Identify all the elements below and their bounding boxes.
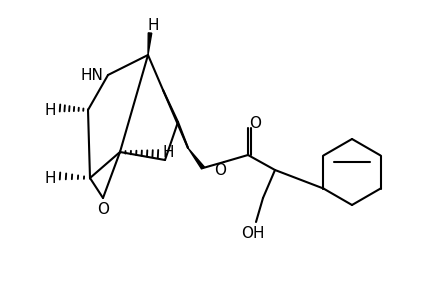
Text: HN: HN [80, 68, 103, 83]
Text: H: H [44, 171, 56, 186]
Text: OH: OH [241, 226, 265, 241]
Text: O: O [249, 116, 261, 131]
Text: H: H [44, 103, 56, 118]
Text: H: H [147, 18, 159, 33]
Text: O: O [97, 203, 109, 218]
Text: H: H [162, 144, 174, 160]
Polygon shape [148, 33, 152, 55]
Polygon shape [188, 148, 204, 169]
Text: O: O [214, 163, 226, 178]
